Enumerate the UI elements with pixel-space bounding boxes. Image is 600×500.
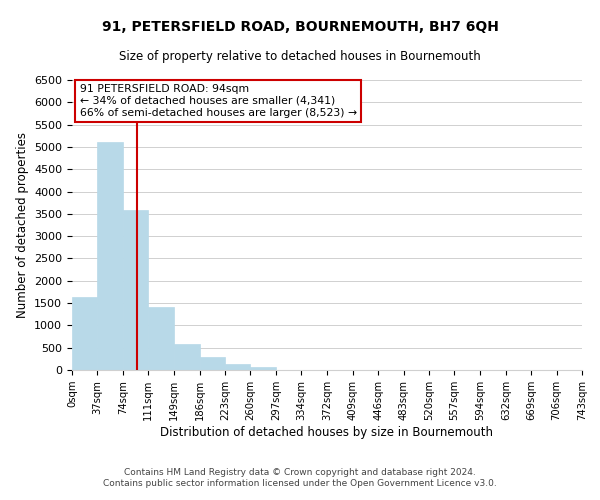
Bar — [200, 356, 225, 370]
Bar — [225, 364, 250, 370]
Y-axis label: Number of detached properties: Number of detached properties — [16, 132, 29, 318]
Text: 91, PETERSFIELD ROAD, BOURNEMOUTH, BH7 6QH: 91, PETERSFIELD ROAD, BOURNEMOUTH, BH7 6… — [101, 20, 499, 34]
Text: Contains HM Land Registry data © Crown copyright and database right 2024.
Contai: Contains HM Land Registry data © Crown c… — [103, 468, 497, 487]
X-axis label: Distribution of detached houses by size in Bournemouth: Distribution of detached houses by size … — [161, 426, 493, 438]
Bar — [123, 210, 148, 370]
Text: Size of property relative to detached houses in Bournemouth: Size of property relative to detached ho… — [119, 50, 481, 63]
Bar — [250, 368, 276, 370]
Text: 91 PETERSFIELD ROAD: 94sqm
← 34% of detached houses are smaller (4,341)
66% of s: 91 PETERSFIELD ROAD: 94sqm ← 34% of deta… — [80, 84, 357, 117]
Bar — [72, 298, 97, 370]
Bar — [97, 142, 123, 370]
Bar — [148, 306, 174, 370]
Bar — [174, 344, 200, 370]
